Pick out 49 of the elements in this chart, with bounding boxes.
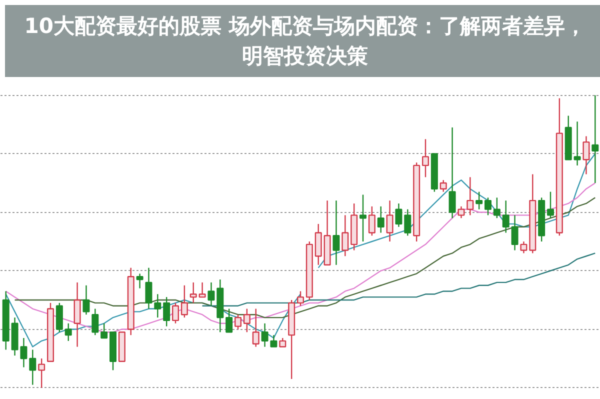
candlestick [243,308,250,333]
candlestick [180,284,188,318]
candlestick [502,200,510,234]
candlestick [234,314,242,330]
candlestick [493,197,500,219]
candlestick [458,206,465,219]
candlestick [145,267,152,310]
candlestick [386,200,394,242]
candlestick [448,126,456,219]
candlestick [38,358,46,388]
candlestick [29,349,36,386]
candlestick [172,302,179,324]
candlestick [92,308,99,336]
candlestick [547,191,554,219]
candlestick [261,322,268,348]
candlestick [190,282,197,304]
candlestick [252,308,260,348]
candlestick [270,334,278,348]
candlestick [368,206,376,236]
candlestick [226,308,233,333]
candlestick [520,240,528,254]
chart-title: 10大配资最好的股票 场外配资与场内配资：了解两者差异，明智投资决策 [23,13,587,70]
candlestick [198,282,206,298]
candlestick [297,290,304,306]
candlestick [100,322,108,339]
candlestick [163,296,170,327]
candlestick [466,176,474,216]
candlestick [395,202,402,228]
candlestick [64,322,72,342]
candlestick [476,191,483,210]
candlestick [82,284,90,316]
candlestick [404,208,412,236]
candlestick [582,136,590,175]
candlestick [314,223,322,266]
candlestick [422,138,429,178]
candlestick [136,273,144,289]
candlestick [342,214,349,257]
candlestick [511,214,518,251]
candlestick [360,194,366,242]
candlestick [440,179,447,192]
candlestick [56,302,63,333]
candlestick [332,200,340,266]
candlestick [154,294,162,318]
candlestick [377,206,384,234]
candlestick [208,282,215,306]
candlestick [574,120,581,166]
candlestick [74,282,81,348]
candlestick [592,94,599,184]
candlestick [484,197,492,216]
